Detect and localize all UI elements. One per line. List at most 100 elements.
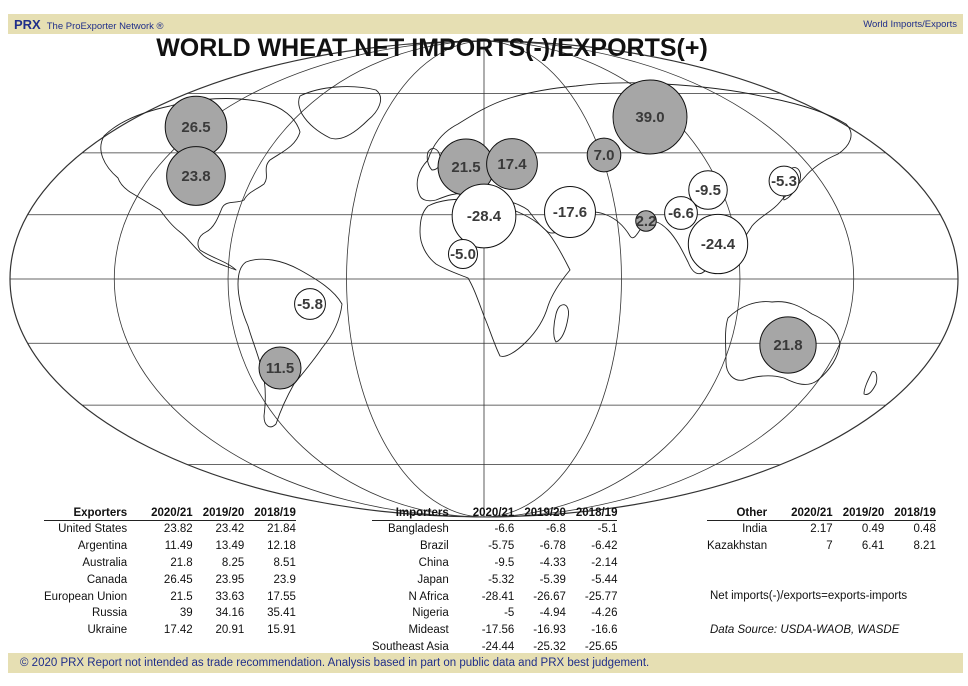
row-label: Canada (86, 573, 128, 586)
cell-value: 17.42 (163, 624, 193, 637)
col-header: 2018/19 (565, 507, 618, 521)
other-table: Other 2020/21 2019/20 2018/19 India 2.17 0… (707, 507, 936, 555)
table-row: Mideast -17.56 -16.93 -16.6 (372, 622, 617, 639)
row-label: Nigeria (412, 607, 449, 620)
bubble-label: -9.5 (695, 182, 721, 199)
cell-value: 21.5 (170, 590, 193, 603)
cell-value: 13.49 (215, 540, 245, 553)
col-header: 2020/21 (781, 507, 833, 521)
cell-value: 20.91 (215, 624, 245, 637)
table-row: Southeast Asia -24.44 -25.32 -25.65 (372, 639, 617, 656)
section-label: World Imports/Exports (863, 18, 957, 30)
cell-value: -26.67 (533, 590, 566, 603)
row-label: Japan (417, 573, 449, 586)
bubble-label: -5.8 (297, 296, 323, 313)
row-label: Ukraine (87, 624, 128, 637)
table-row: India 2.17 0.49 0.48 (707, 521, 936, 538)
cell-value: 33.63 (215, 590, 245, 603)
cell-value: -4.26 (591, 607, 618, 620)
bubble-label: 26.5 (181, 119, 210, 136)
new-zealand-outline (863, 371, 878, 395)
cell-value: -25.32 (533, 640, 566, 653)
bubble-export (166, 146, 226, 206)
brand: PRX The ProExporter Network ® (14, 17, 164, 32)
table-row: Canada 26.45 23.95 23.9 (44, 571, 296, 588)
bubble-import (688, 170, 728, 210)
col-header: Importers (372, 507, 463, 521)
bubble-label: 11.5 (266, 360, 294, 377)
cell-value: -16.93 (533, 624, 566, 637)
footer-bar: © 2020 PRX Report not intended as trade … (8, 653, 963, 673)
table-row: Japan -5.32 -5.39 -5.44 (372, 571, 617, 588)
bubble-label: -17.6 (553, 204, 587, 221)
cell-value: -4.94 (539, 607, 566, 620)
bubble-export (586, 137, 622, 173)
bubble-export (612, 79, 688, 155)
cell-value: -5.75 (488, 540, 515, 553)
col-header: 2018/19 (884, 507, 936, 521)
col-header: 2020/21 (141, 507, 193, 521)
cell-value: -9.5 (494, 556, 515, 569)
col-header: 2019/20 (514, 507, 566, 521)
cell-value: 8.21 (913, 540, 936, 553)
cell-value: -25.65 (584, 640, 618, 653)
cell-value: -2.14 (591, 556, 618, 569)
col-header: Other (707, 507, 782, 521)
cell-value: 2.17 (810, 523, 833, 536)
bubble-export (258, 346, 302, 390)
col-header: Exporters (44, 507, 142, 521)
exporters-header-row: Exporters 2020/21 2019/20 2018/19 (44, 507, 296, 521)
bubble-label: -5.3 (771, 173, 797, 190)
australia-outline (725, 301, 841, 385)
bubble-label: 23.8 (181, 168, 210, 185)
table-row: Russia 39 34.16 35.41 (44, 605, 296, 622)
exporters-table: Exporters 2020/21 2019/20 2018/19 United… (44, 507, 296, 639)
table-row: Kazakhstan 7 6.41 8.21 (707, 538, 936, 555)
cell-value: 39 (179, 607, 193, 620)
cell-value: 12.18 (267, 540, 296, 553)
table-row: Bangladesh -6.6 -6.8 -5.1 (372, 521, 617, 538)
row-label: India (742, 523, 768, 536)
bubble-export (486, 138, 538, 190)
col-header: 2020/21 (462, 507, 515, 521)
cell-value: -25.77 (584, 590, 618, 603)
importers-header-row: Importers 2020/21 2019/20 2018/19 (372, 507, 618, 521)
bubble-import (447, 238, 479, 270)
africa-outline (419, 198, 571, 357)
cell-value: -4.33 (539, 556, 566, 569)
table-row: Australia 21.8 8.25 8.51 (44, 555, 295, 572)
table-row: China -9.5 -4.33 -2.14 (372, 555, 618, 572)
table-row: Nigeria -5 -4.94 -4.26 (372, 605, 617, 622)
north-america-outline (100, 98, 301, 271)
cell-value: 6.41 (861, 540, 885, 553)
col-header: 2019/20 (192, 507, 245, 521)
cell-value: 23.42 (215, 523, 245, 536)
cell-value: -6.8 (546, 523, 566, 536)
cell-value: -24.44 (481, 640, 515, 653)
data-source-note: Data Source: USDA-WAOB, WASDE (710, 624, 900, 636)
cell-value: 0.49 (861, 523, 885, 536)
col-header: 2018/19 (244, 507, 296, 521)
cell-value: -5.32 (488, 573, 515, 586)
bubble-export (759, 316, 817, 374)
chart-title: WORLD WHEAT NET IMPORTS(-)/EXPORTS(+) (156, 34, 708, 62)
bubble-label: 39.0 (635, 109, 664, 126)
cell-value: 23.95 (215, 573, 245, 586)
header-bar: PRX The ProExporter Network ® World Impo… (8, 14, 963, 34)
bubble-label: 21.8 (773, 337, 802, 354)
madagascar-outline (553, 304, 569, 343)
row-label: United States (58, 523, 128, 536)
row-label: Argentina (77, 540, 128, 553)
cell-value: 0.48 (913, 523, 936, 536)
row-label: China (418, 556, 449, 569)
row-label: N Africa (408, 590, 449, 603)
row-label: Bangladesh (387, 523, 449, 536)
cell-value: 7 (826, 540, 833, 553)
cell-value: -5.1 (597, 523, 618, 536)
cell-value: -16.6 (591, 624, 618, 637)
bubbles-layer: 26.5 23.8 39.0 21.5 17.4 7.0 21.8 11.5 2.2 -28.4 -… (164, 79, 817, 390)
bubble-import (451, 183, 517, 249)
cell-value: -6.78 (539, 540, 566, 553)
table-row: Brazil -5.75 -6.78 -6.42 (372, 538, 618, 555)
table-row: Ukraine 17.42 20.91 15.91 (44, 622, 295, 639)
